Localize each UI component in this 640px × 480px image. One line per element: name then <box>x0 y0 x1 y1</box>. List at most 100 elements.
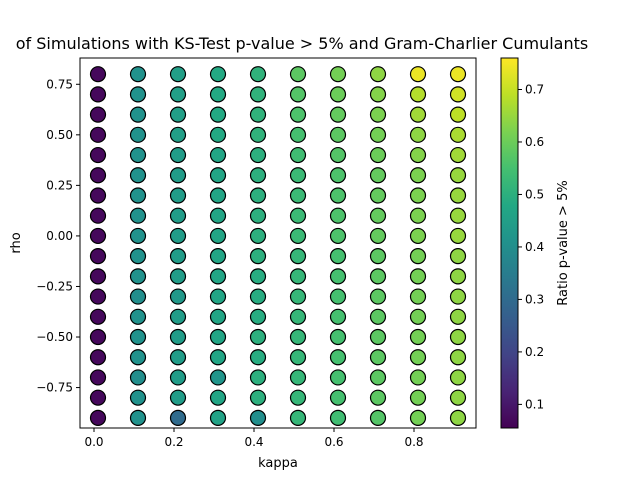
data-point <box>289 268 307 285</box>
colorbar-tick-label: 0.2 <box>525 345 544 359</box>
data-point <box>329 86 347 103</box>
data-point <box>209 106 227 123</box>
data-point <box>249 349 267 366</box>
data-point <box>89 167 107 184</box>
x-axis: 0.0 0.2 0.4 0.6 0.8 <box>84 428 424 449</box>
data-point <box>169 268 187 285</box>
data-point <box>209 349 227 366</box>
data-point <box>249 167 267 184</box>
data-point <box>449 167 467 184</box>
data-point <box>249 328 267 346</box>
data-point <box>289 389 307 406</box>
data-point <box>89 369 107 386</box>
data-point <box>409 227 427 245</box>
data-point <box>409 328 427 346</box>
y-tick-label: 0.25 <box>46 178 73 192</box>
data-point <box>89 308 107 325</box>
y-tick-label: −0.50 <box>36 330 73 344</box>
data-point <box>249 288 267 305</box>
data-point <box>409 187 427 204</box>
data-point <box>209 268 227 285</box>
data-point <box>169 369 187 386</box>
data-point <box>169 308 187 325</box>
data-point <box>89 227 107 245</box>
data-point <box>89 187 107 204</box>
data-point <box>249 86 267 103</box>
data-point <box>329 349 347 366</box>
data-point <box>369 86 387 103</box>
data-point <box>449 328 467 346</box>
data-point <box>249 308 267 325</box>
data-point <box>209 126 227 143</box>
data-point <box>369 389 387 406</box>
data-point <box>89 248 107 265</box>
x-tick-label: 0.6 <box>324 435 343 449</box>
data-point <box>169 248 187 265</box>
data-point <box>89 389 107 406</box>
data-point <box>129 66 147 83</box>
data-point <box>169 389 187 406</box>
data-point <box>169 349 187 366</box>
data-point <box>369 328 387 346</box>
data-point <box>409 268 427 285</box>
data-point <box>369 268 387 285</box>
data-point <box>449 409 467 426</box>
data-point <box>289 227 307 245</box>
y-tick-label: −0.75 <box>36 381 73 395</box>
data-point <box>129 167 147 184</box>
data-point <box>409 106 427 123</box>
data-point <box>289 187 307 204</box>
data-point <box>369 349 387 366</box>
data-point <box>89 268 107 285</box>
data-point <box>329 146 347 164</box>
data-point <box>289 86 307 103</box>
data-point <box>209 86 227 103</box>
y-axis: −0.75 −0.50 −0.25 0.00 0.25 0.50 0.75 <box>36 77 80 395</box>
data-point <box>129 268 147 285</box>
data-point <box>169 328 187 346</box>
data-point <box>449 66 467 83</box>
data-point <box>169 146 187 164</box>
data-point <box>209 369 227 386</box>
colorbar-gradient <box>500 57 519 429</box>
x-tick-label: 0.0 <box>84 435 103 449</box>
colorbar: 0.1 0.2 0.3 0.4 0.5 0.6 0.7 Ratio p-value > 5% <box>500 57 571 429</box>
data-point <box>89 106 107 123</box>
data-point <box>169 66 187 83</box>
data-point <box>329 389 347 406</box>
data-point <box>289 308 307 325</box>
data-point <box>409 369 427 386</box>
data-point <box>89 126 107 143</box>
x-tick-label: 0.2 <box>164 435 183 449</box>
data-point <box>129 227 147 245</box>
data-point <box>409 126 427 143</box>
data-point <box>129 126 147 143</box>
data-point <box>89 146 107 164</box>
data-point <box>369 248 387 265</box>
chart-title: of Simulations with KS-Test p-value > 5%… <box>16 34 588 53</box>
colorbar-axis: 0.1 0.2 0.3 0.4 0.5 0.6 0.7 <box>518 82 544 411</box>
data-point <box>129 369 147 386</box>
data-point <box>329 167 347 184</box>
data-point <box>289 207 307 224</box>
data-point <box>249 268 267 285</box>
data-point <box>289 126 307 143</box>
colorbar-tick-label: 0.5 <box>525 187 544 201</box>
data-point <box>329 248 347 265</box>
data-point <box>369 308 387 325</box>
data-point <box>449 248 467 265</box>
y-tick-label: −0.25 <box>36 279 73 293</box>
data-point <box>409 167 427 184</box>
data-point <box>449 389 467 406</box>
data-point <box>209 167 227 184</box>
data-point <box>449 308 467 325</box>
data-point <box>289 66 307 83</box>
colorbar-tick-label: 0.4 <box>525 240 544 254</box>
colorbar-tick-label: 0.7 <box>525 82 544 96</box>
data-point <box>449 106 467 123</box>
data-point <box>289 167 307 184</box>
data-point <box>169 227 187 245</box>
data-point <box>369 106 387 123</box>
data-point <box>129 106 147 123</box>
